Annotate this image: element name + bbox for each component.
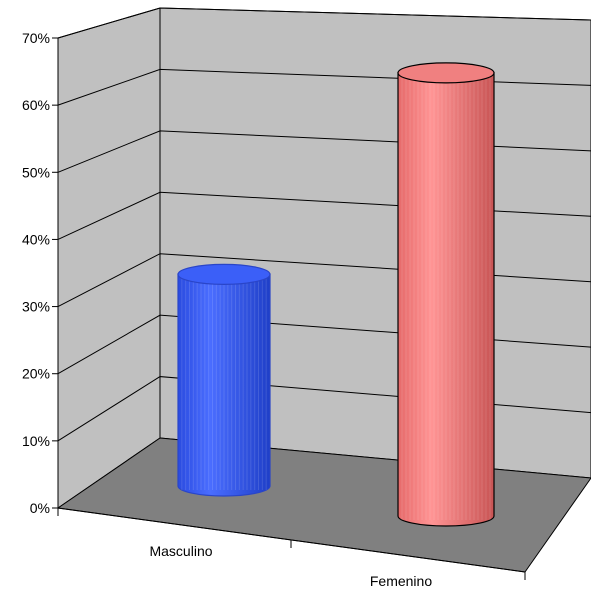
y-tick-label: 0%: [30, 500, 50, 516]
y-tick-label: 50%: [22, 164, 50, 180]
y-axis: 0% 10% 20% 30% 40% 50% 60% 70%: [22, 30, 59, 516]
x-tick-label: Femenino: [370, 573, 432, 589]
bars: [177, 62, 495, 527]
bar-femenino: [397, 62, 495, 527]
y-tick-label: 30%: [22, 299, 50, 315]
bar-body: [177, 273, 271, 497]
x-axis: Masculino Femenino: [57, 507, 526, 589]
left-wall: [57, 7, 161, 509]
bar-masculino: [177, 263, 271, 497]
y-tick-label: 60%: [22, 97, 50, 113]
bar-body: [397, 72, 495, 527]
gridline: [57, 7, 591, 39]
bar-top: [177, 263, 271, 285]
y-tick-label: 10%: [22, 433, 50, 449]
x-tick-label: Masculino: [149, 543, 212, 559]
y-tick-label: 20%: [22, 366, 50, 382]
y-tick-label: 40%: [22, 231, 50, 247]
y-tick-label: 70%: [22, 30, 50, 46]
bar-top: [397, 62, 495, 84]
